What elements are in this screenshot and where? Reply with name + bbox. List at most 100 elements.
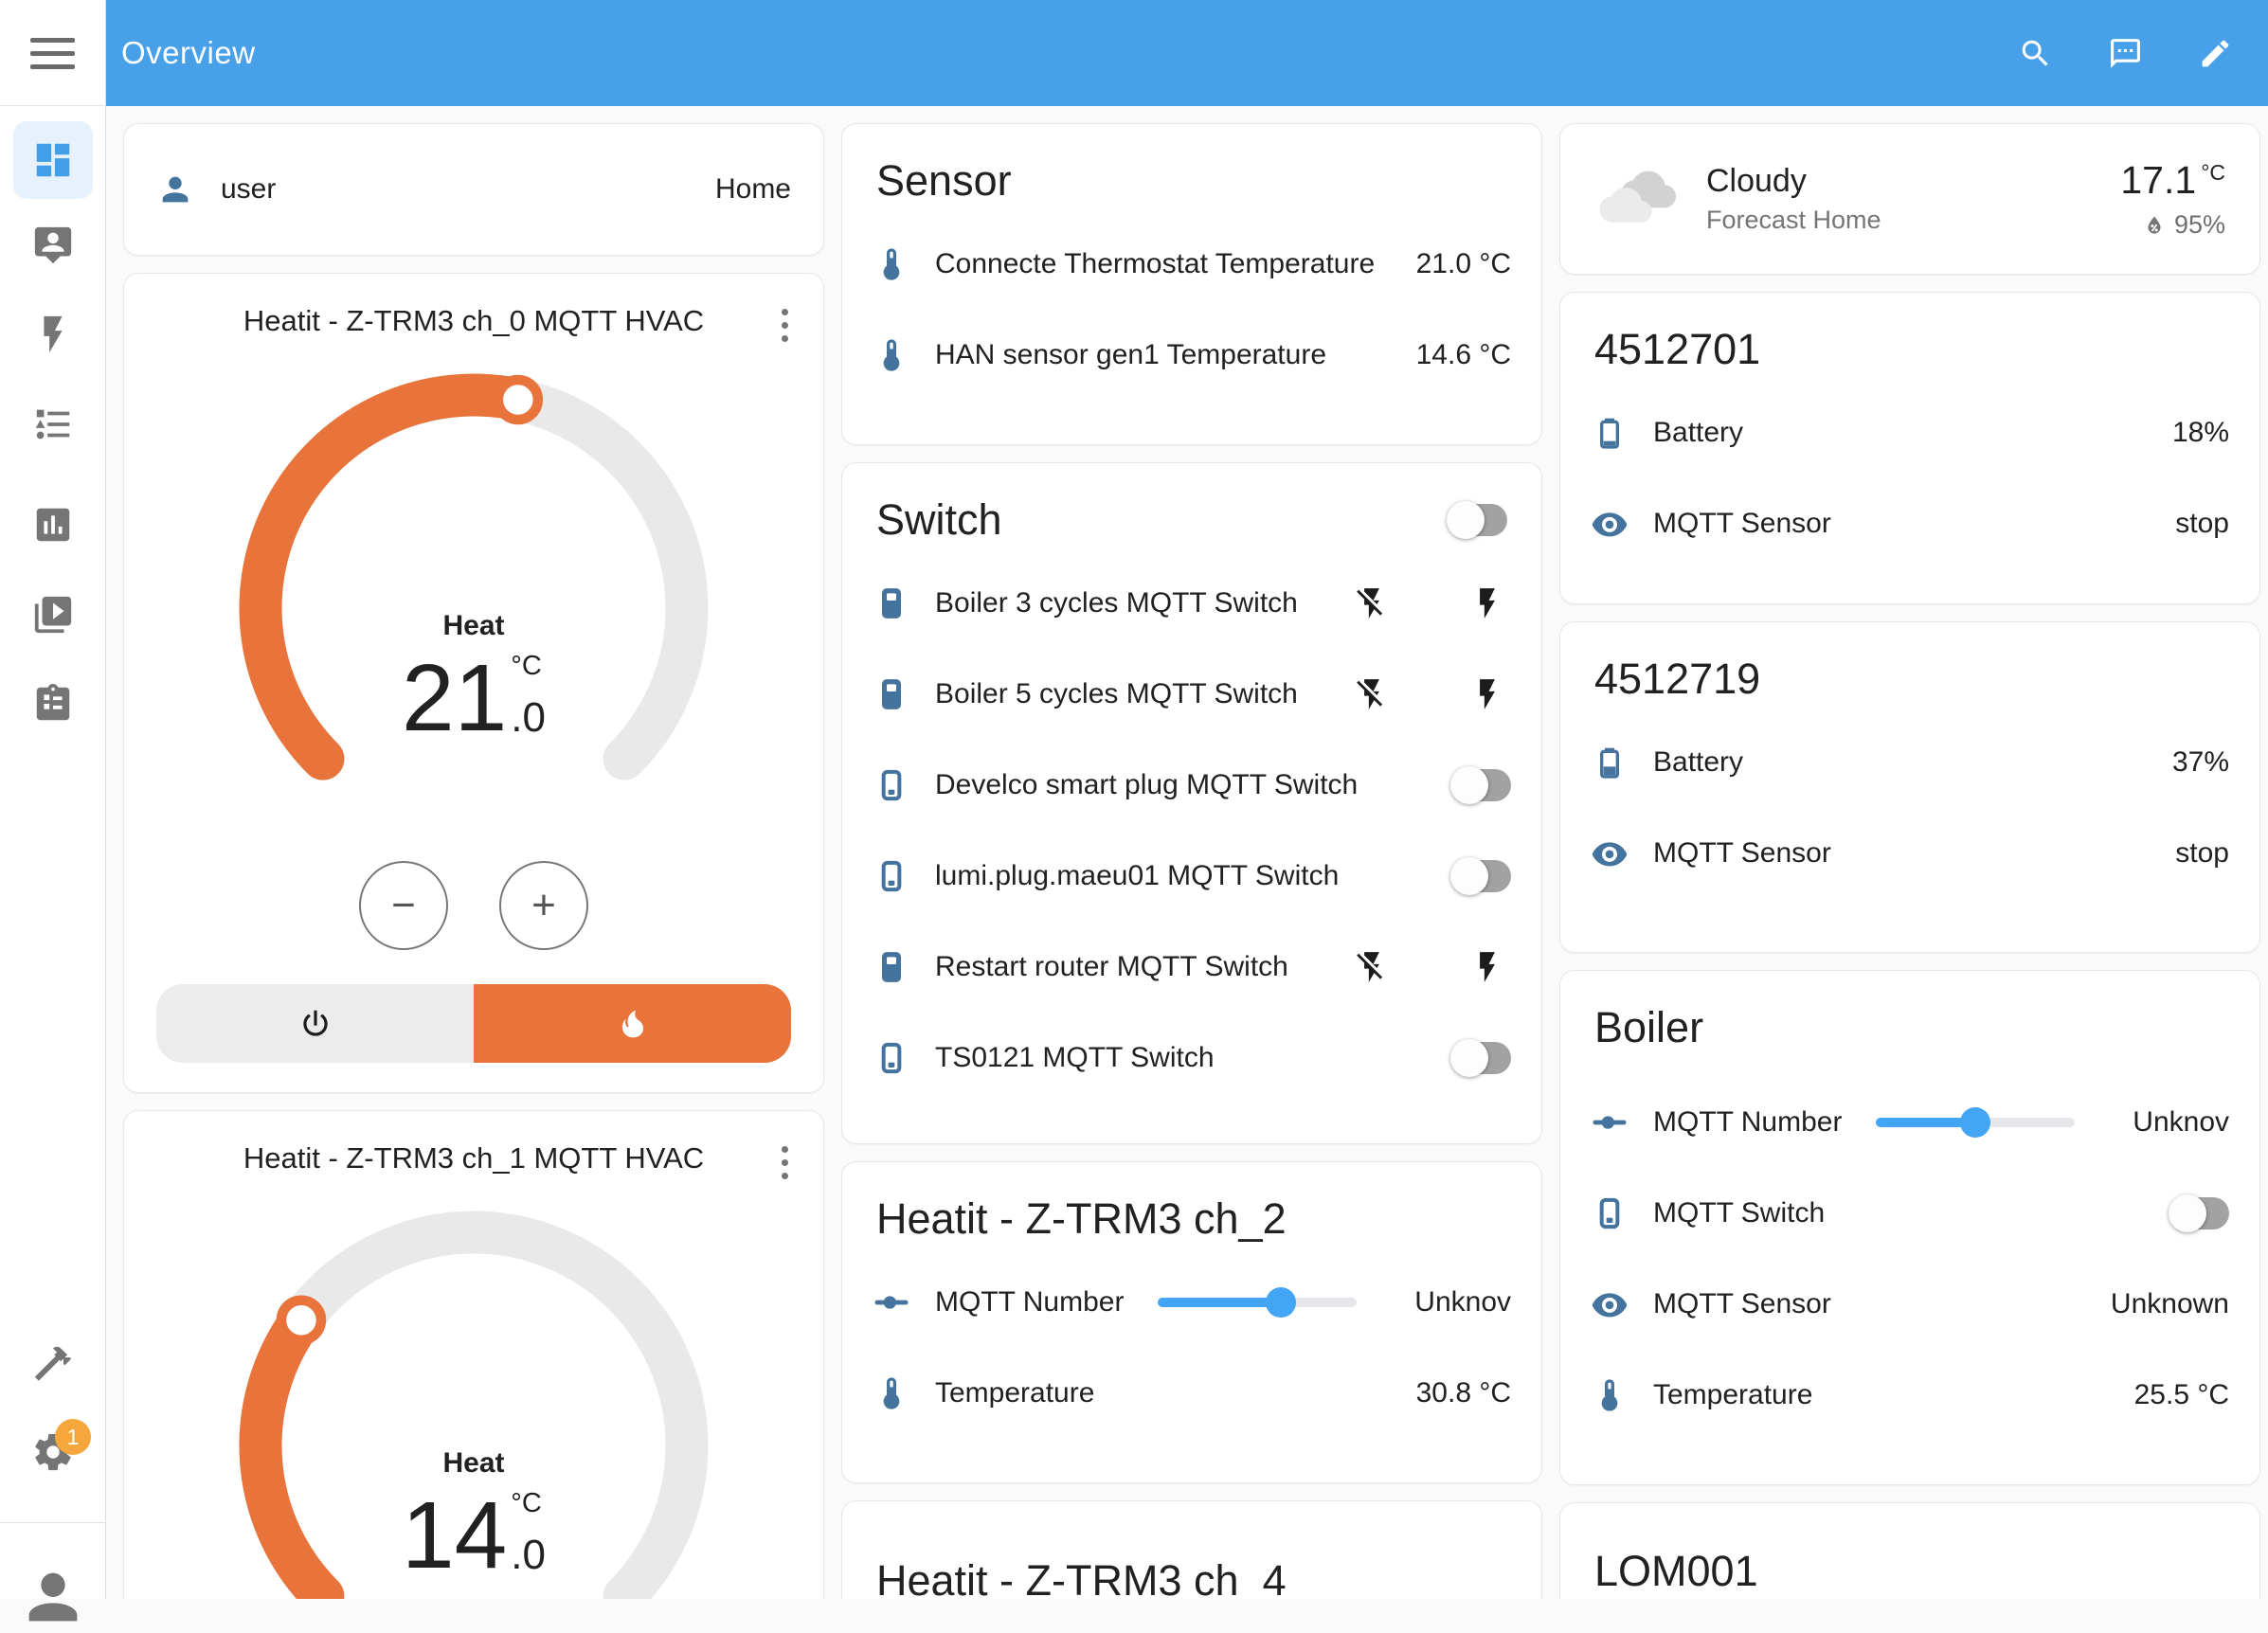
entity-label: MQTT Number xyxy=(1653,1106,1843,1138)
entity-row[interactable]: Temperature 25.5 °C xyxy=(1560,1350,2259,1441)
sidebar-item-media[interactable] xyxy=(31,593,75,637)
entity-row[interactable]: lumi.plug.maeu01 MQTT Switch xyxy=(842,831,1541,922)
entity-row[interactable]: Battery 18% xyxy=(1560,387,2259,478)
search-icon[interactable] xyxy=(2018,36,2053,71)
clipboard-icon xyxy=(31,682,75,726)
flash-icon[interactable] xyxy=(1469,585,1505,621)
eye-icon xyxy=(1591,834,1629,872)
entity-row[interactable]: MQTT Sensor stop xyxy=(1560,478,2259,569)
entity-row[interactable]: Boiler 3 cycles MQTT Switch xyxy=(842,558,1541,649)
column-3: Cloudy Forecast Home 17.1 °C 95% 4512701 xyxy=(1559,123,2260,1599)
card-title: 4512719 xyxy=(1594,655,1761,703)
sidebar-item-logbook[interactable] xyxy=(31,403,75,446)
entity-toggle[interactable] xyxy=(1450,766,1511,804)
temp-increase-button[interactable]: + xyxy=(499,861,588,950)
entity-row[interactable]: MQTT Sensor Unknown xyxy=(1560,1259,2259,1350)
card-title: Heatit - Z-TRM3 ch_2 xyxy=(876,1194,1287,1243)
person-name: user xyxy=(221,173,277,205)
entity-row[interactable]: Boiler 5 cycles MQTT Switch xyxy=(842,649,1541,740)
flash-off-icon[interactable] xyxy=(1354,585,1390,621)
flash-icon[interactable] xyxy=(1469,676,1505,712)
entity-row[interactable]: Restart router MQTT Switch xyxy=(842,922,1541,1013)
entity-toggle[interactable] xyxy=(1450,857,1511,895)
entity-label: Boiler 5 cycles MQTT Switch xyxy=(935,678,1298,709)
number-slider[interactable] xyxy=(1875,1104,2075,1141)
thermostat-card-ch0: Heatit - Z-TRM3 ch_0 MQTT HVAC Heat 21 °… xyxy=(123,273,824,1093)
card-title: Switch xyxy=(876,495,1002,544)
thermostat-card-ch1: Heatit - Z-TRM3 ch_1 MQTT HVAC Heat 14 °… xyxy=(123,1110,824,1599)
person-card[interactable]: user Home xyxy=(123,123,824,256)
entity-label: Boiler 3 cycles MQTT Switch xyxy=(935,587,1298,619)
heatit-ch2-card: Heatit - Z-TRM3 ch_2 MQTT Number Unknov … xyxy=(841,1161,1542,1483)
flash-off-icon[interactable] xyxy=(1354,676,1390,712)
target-temperature: 14 °C .0 xyxy=(189,1488,758,1583)
mode-off-button[interactable] xyxy=(156,984,474,1063)
entity-label: HAN sensor gen1 Temperature xyxy=(935,339,1326,370)
switch-card: Switch Boiler 3 cycles MQTT Switch Boile… xyxy=(841,462,1542,1144)
sidebar: 1 xyxy=(0,0,106,1599)
number-slider-icon xyxy=(1591,1104,1629,1141)
entity-row[interactable]: MQTT Number Unknov xyxy=(842,1257,1541,1348)
card-menu-icon[interactable] xyxy=(770,1143,799,1181)
entity-label: Develco smart plug MQTT Switch xyxy=(935,769,1359,800)
sidebar-item-devtools[interactable] xyxy=(31,1341,75,1385)
entity-label: lumi.plug.maeu01 MQTT Switch xyxy=(935,860,1340,891)
temp-unit: °C xyxy=(511,651,542,681)
flash-off-icon[interactable] xyxy=(1354,949,1390,985)
hvac-mode-switcher xyxy=(156,984,791,1063)
weather-temperature: 17.1 °C xyxy=(2120,158,2225,202)
thermometer-icon xyxy=(873,1374,910,1412)
menu-icon[interactable] xyxy=(30,38,75,69)
sidebar-item-history[interactable] xyxy=(31,503,75,547)
number-slider[interactable] xyxy=(1157,1283,1357,1321)
entity-row[interactable]: Connecte Thermostat Temperature 21.0 °C xyxy=(842,219,1541,310)
temp-decrease-button[interactable]: − xyxy=(359,861,448,950)
entity-label: TS0121 MQTT Switch xyxy=(935,1042,1215,1073)
temp-fraction: .0 xyxy=(511,694,546,741)
entity-row[interactable]: Develco smart plug MQTT Switch xyxy=(842,740,1541,831)
column-1: user Home Heatit - Z-TRM3 ch_0 MQTT HVAC… xyxy=(123,123,824,1599)
thermostat-dial[interactable]: Heat 14 °C .0 xyxy=(189,1181,758,1599)
sidebar-item-overview[interactable] xyxy=(31,138,75,182)
entity-row[interactable]: HAN sensor gen1 Temperature 14.6 °C xyxy=(842,310,1541,401)
sidebar-item-energy[interactable] xyxy=(31,313,75,356)
entity-label: Restart router MQTT Switch xyxy=(935,951,1288,982)
flame-icon xyxy=(615,1006,651,1042)
switch-off-icon xyxy=(873,857,910,895)
switch-all-toggle[interactable] xyxy=(1447,501,1507,539)
thermostat-title: Heatit - Z-TRM3 ch_0 MQTT HVAC xyxy=(243,304,705,337)
assist-chat-icon[interactable] xyxy=(2108,36,2143,71)
edit-dashboard-icon[interactable] xyxy=(2198,36,2233,71)
lom001-card: LOM001 xyxy=(1559,1502,2260,1599)
sidebar-item-profile[interactable] xyxy=(17,1561,89,1633)
sidebar-item-people[interactable] xyxy=(31,224,75,267)
entity-row[interactable]: Battery 37% xyxy=(1560,717,2259,808)
entity-row[interactable]: MQTT Sensor stop xyxy=(1560,808,2259,899)
dial-knob[interactable] xyxy=(276,1295,327,1345)
entity-value: 37% xyxy=(2171,746,2229,778)
entity-row[interactable]: MQTT Switch xyxy=(1560,1168,2259,1259)
entity-row[interactable]: Temperature 30.8 °C xyxy=(842,1348,1541,1439)
temp-whole: 21 xyxy=(402,645,508,751)
number-slider-icon xyxy=(873,1283,910,1321)
cloudy-icon xyxy=(1594,162,1682,236)
card-menu-icon[interactable] xyxy=(770,306,799,344)
mode-heat-button[interactable] xyxy=(474,984,791,1063)
eye-icon xyxy=(1591,505,1629,543)
weather-card[interactable]: Cloudy Forecast Home 17.1 °C 95% xyxy=(1559,123,2260,275)
entity-row[interactable]: TS0121 MQTT Switch xyxy=(842,1013,1541,1104)
entity-toggle[interactable] xyxy=(2169,1194,2229,1232)
chart-icon xyxy=(31,503,75,547)
entity-row[interactable]: MQTT Number Unknov xyxy=(1560,1077,2259,1168)
entity-toggle[interactable] xyxy=(1450,1039,1511,1077)
entity-value: 14.6 °C xyxy=(1415,339,1511,370)
dashboard-view: user Home Heatit - Z-TRM3 ch_0 MQTT HVAC… xyxy=(106,106,2268,1599)
flash-icon[interactable] xyxy=(1469,949,1505,985)
sidebar-active-highlight xyxy=(13,121,93,199)
sidebar-item-todo[interactable] xyxy=(31,682,75,726)
dial-knob[interactable] xyxy=(493,374,544,425)
entity-label: MQTT Switch xyxy=(1653,1197,1826,1229)
hammer-icon xyxy=(31,1341,75,1385)
switch-on-icon xyxy=(873,948,910,986)
thermostat-dial[interactable]: Heat 21 °C .0 xyxy=(189,344,758,855)
